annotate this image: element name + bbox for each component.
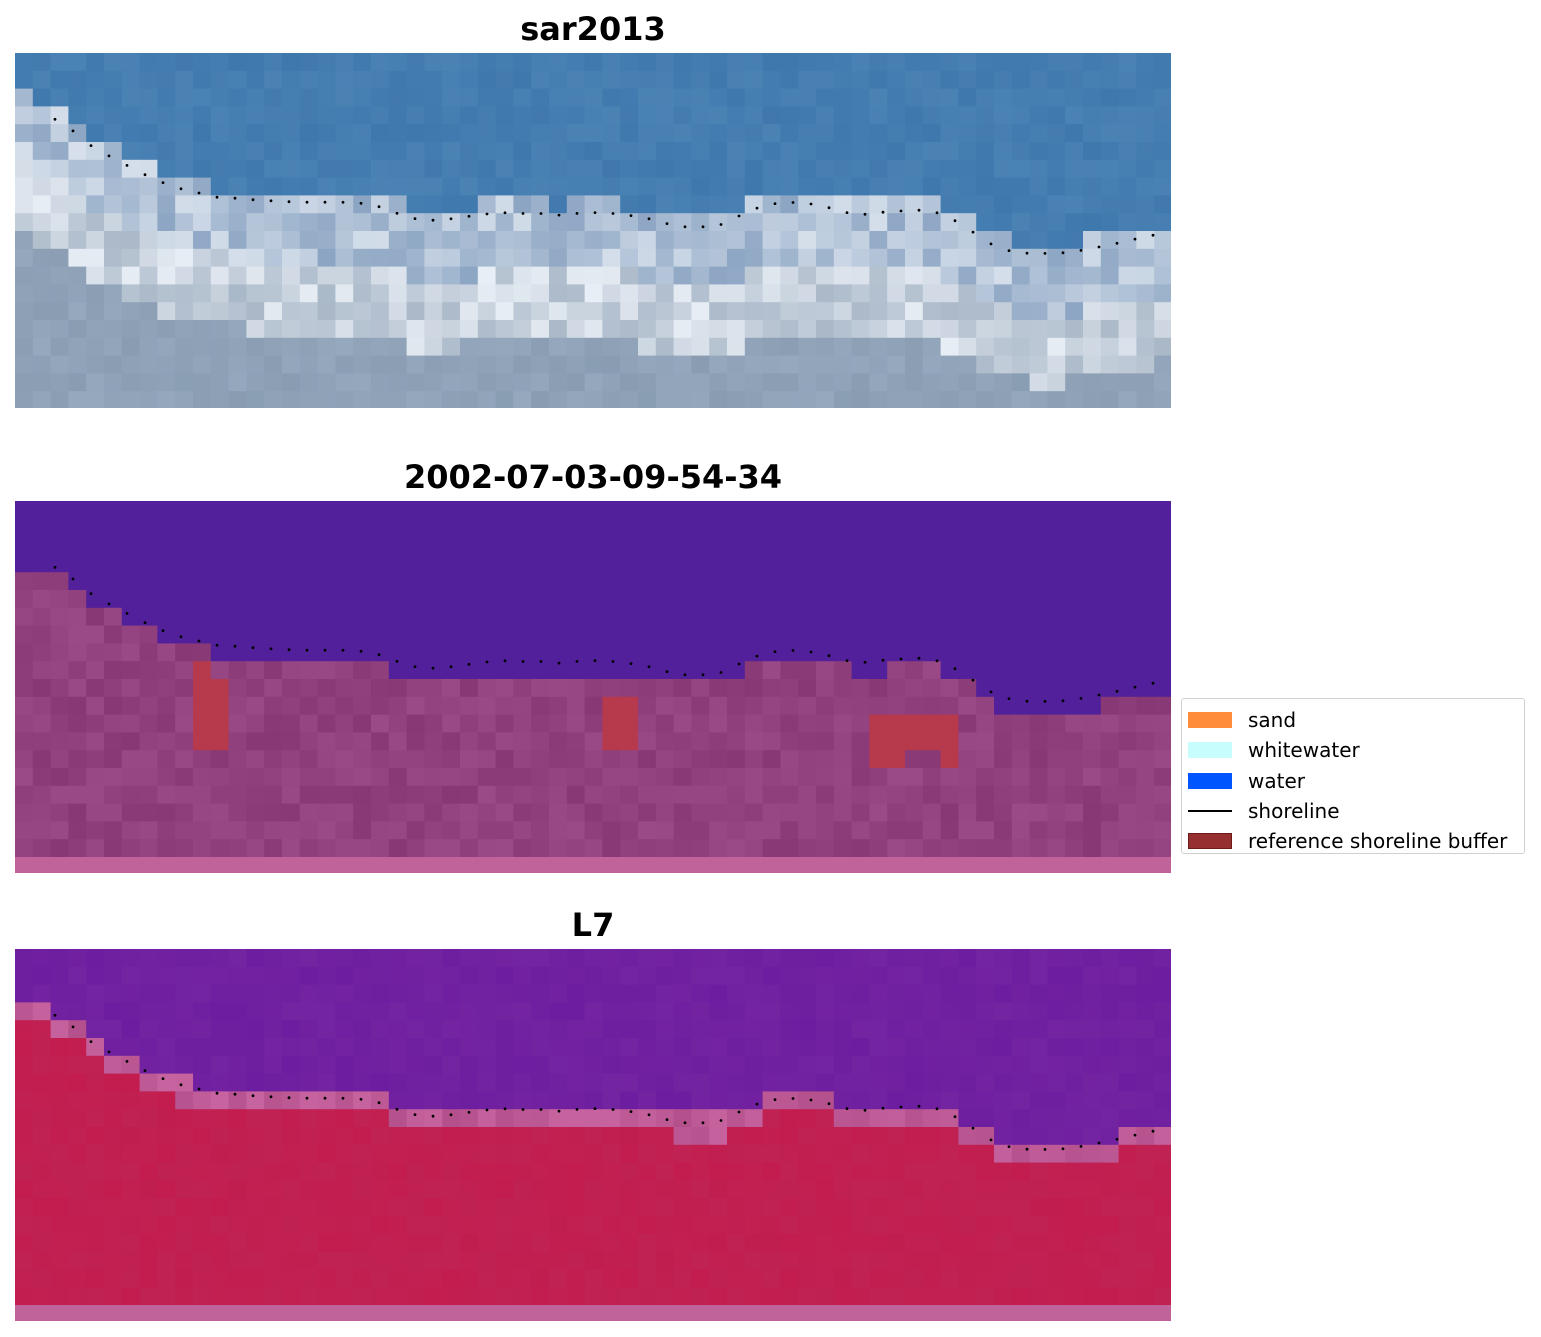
panel-title-date: 2002-07-03-09-54-34: [403, 458, 783, 496]
legend-label-sand: sand: [1248, 708, 1297, 733]
panel-title-sar2013: sar2013: [520, 10, 666, 48]
index-image-panel: [15, 949, 1171, 1321]
classified-image: [15, 501, 1171, 873]
panel-title-l7: L7: [571, 906, 615, 944]
sand-swatch: [1188, 712, 1232, 729]
legend-item-shoreline: shoreline: [1182, 796, 1524, 826]
legend-item-water: water: [1182, 766, 1524, 796]
rgb-image: [15, 53, 1171, 408]
legend: sand whitewater water shoreline referenc…: [1181, 698, 1525, 854]
whitewater-swatch: [1188, 742, 1232, 759]
legend-item-buffer: reference shoreline buffer: [1182, 826, 1524, 856]
buffer-swatch: [1188, 833, 1232, 850]
rgb-image-panel: [15, 53, 1171, 408]
legend-label-buffer: reference shoreline buffer: [1248, 829, 1508, 854]
legend-item-whitewater: whitewater: [1182, 735, 1524, 765]
legend-label-water: water: [1248, 768, 1305, 793]
legend-item-sand: sand: [1182, 705, 1524, 735]
classified-image-panel: [15, 501, 1171, 873]
legend-label-whitewater: whitewater: [1248, 738, 1360, 763]
legend-label-shoreline: shoreline: [1248, 799, 1340, 824]
water-swatch: [1188, 772, 1232, 789]
shoreline-line: [1188, 810, 1232, 813]
index-image: [15, 949, 1171, 1321]
